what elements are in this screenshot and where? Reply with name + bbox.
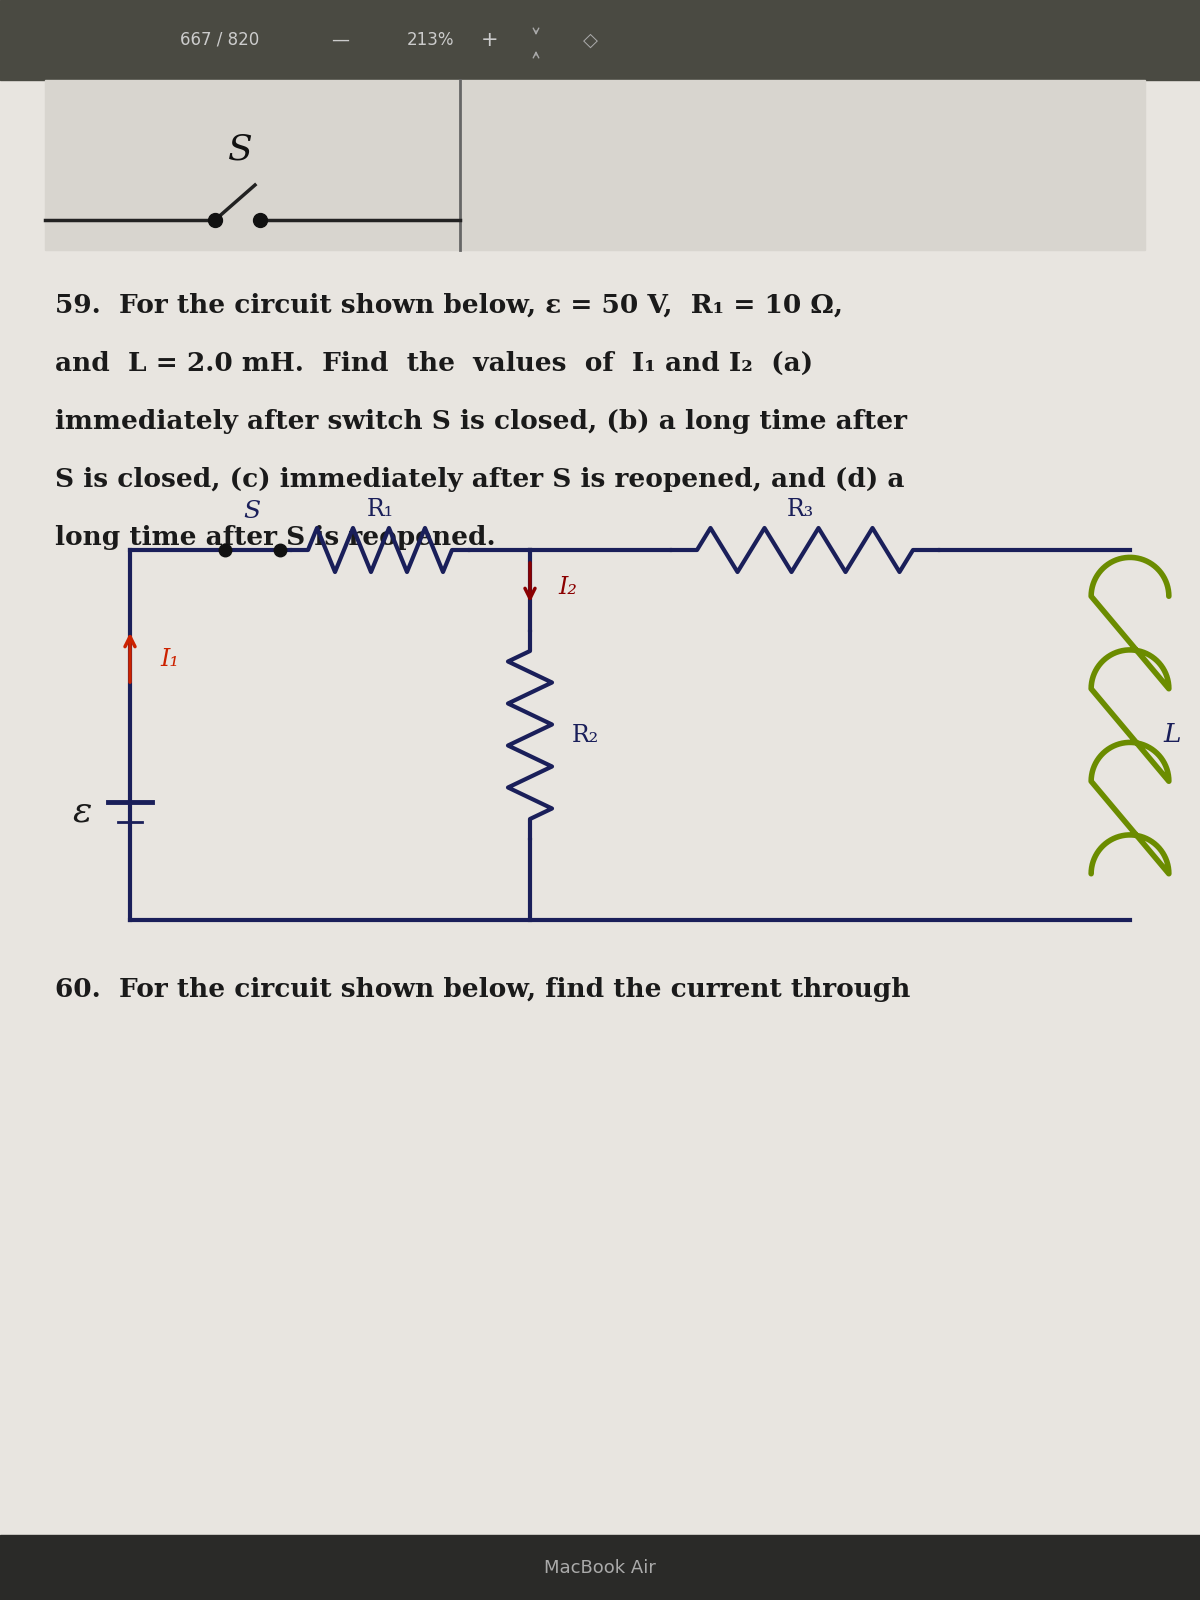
- Text: +: +: [481, 30, 499, 50]
- Bar: [0, 0, 1200, 80]
- Text: ε: ε: [72, 795, 91, 829]
- Text: —: —: [331, 30, 349, 50]
- Text: S: S: [244, 501, 260, 523]
- Text: ◇: ◇: [582, 30, 598, 50]
- Bar: [0, 1534, 1200, 1600]
- Text: long time after S is reopened.: long time after S is reopened.: [55, 525, 496, 549]
- Text: S is closed, (c) immediately after S is reopened, and (d) a: S is closed, (c) immediately after S is …: [55, 467, 905, 491]
- Text: and  L = 2.0 mH.  Find  the  values  of  I₁ and I₂  (a): and L = 2.0 mH. Find the values of I₁ an…: [55, 350, 814, 376]
- Text: S: S: [228, 133, 252, 166]
- Text: R₂: R₂: [571, 723, 599, 747]
- Text: MacBook Air: MacBook Air: [544, 1558, 656, 1578]
- Bar: [520, 26, 552, 58]
- Text: R₃: R₃: [786, 499, 814, 522]
- Text: immediately after switch S is closed, (b) a long time after: immediately after switch S is closed, (b…: [55, 408, 907, 434]
- Text: I₂: I₂: [558, 576, 577, 600]
- Text: L: L: [1163, 723, 1181, 747]
- Text: I₁: I₁: [160, 648, 179, 672]
- Text: 59.  For the circuit shown below, ε = 50 V,  R₁ = 10 Ω,: 59. For the circuit shown below, ε = 50 …: [55, 293, 842, 317]
- Text: 60.  For the circuit shown below, find the current through: 60. For the circuit shown below, find th…: [55, 978, 911, 1003]
- Text: 667 / 820: 667 / 820: [180, 30, 259, 50]
- Bar: [46, 80, 1145, 250]
- Text: R₁: R₁: [366, 499, 394, 522]
- Text: 213%: 213%: [407, 30, 454, 50]
